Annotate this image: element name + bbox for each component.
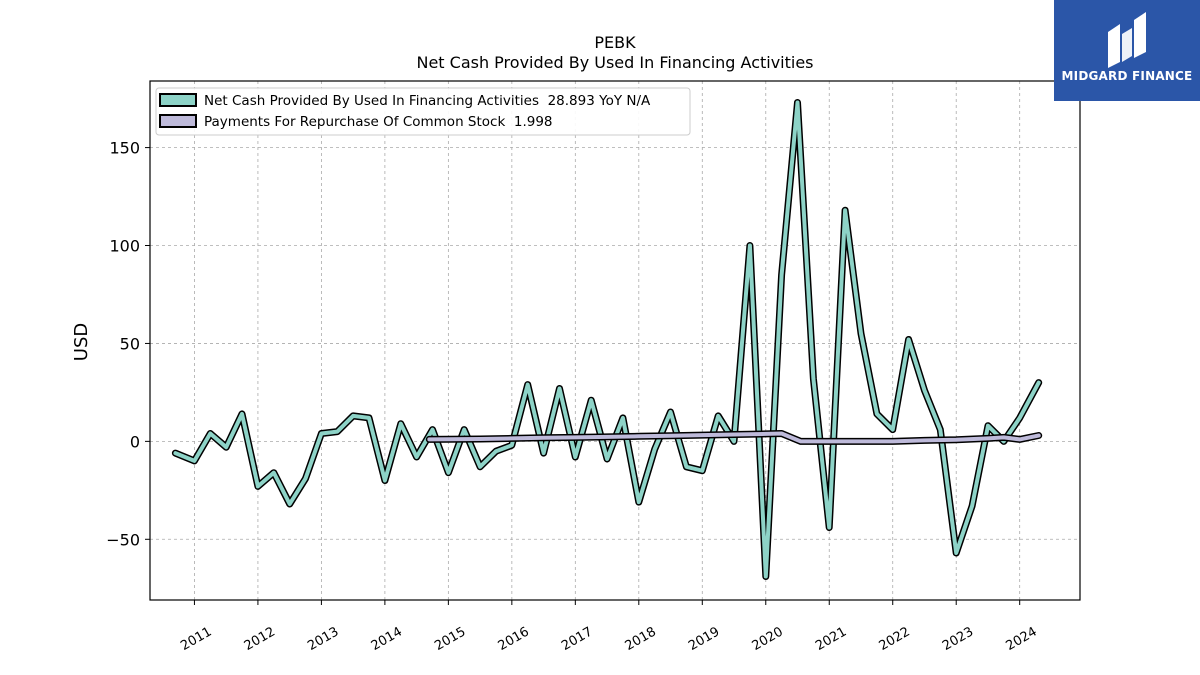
x-tick-label: 2013 bbox=[305, 624, 341, 654]
plot-series bbox=[171, 99, 1043, 580]
x-tick-label: 2012 bbox=[242, 624, 278, 654]
x-tick-label: 2015 bbox=[432, 624, 468, 654]
plot-frame bbox=[149, 80, 1081, 601]
x-tick-label: 2021 bbox=[813, 624, 849, 654]
x-tick-label: 2017 bbox=[559, 624, 595, 654]
y-axis-label: USD bbox=[71, 323, 92, 361]
legend-label-net-cash: Net Cash Provided By Used In Financing A… bbox=[204, 93, 651, 109]
x-tick-label: 2011 bbox=[178, 624, 214, 654]
x-tick-label: 2022 bbox=[877, 624, 913, 654]
y-tick-label: 100 bbox=[109, 237, 140, 256]
x-tick-label: 2018 bbox=[623, 624, 659, 654]
series-line-repurchase bbox=[427, 431, 1041, 444]
midgard-logo-icon bbox=[1108, 12, 1146, 68]
legend: Net Cash Provided By Used In Financing A… bbox=[155, 87, 691, 136]
legend-swatch-repurchase bbox=[159, 114, 197, 128]
x-tick-label: 2020 bbox=[750, 624, 786, 654]
midgard-finance-logo: MIDGARD FINANCE bbox=[1054, 0, 1200, 101]
y-tick-label: 0 bbox=[130, 432, 140, 451]
x-tick-label: 2016 bbox=[496, 624, 532, 654]
legend-swatch-net-cash bbox=[159, 93, 197, 107]
x-tick-label: 2014 bbox=[369, 624, 405, 654]
x-tick-label: 2023 bbox=[940, 624, 976, 654]
logo-wordmark: MIDGARD FINANCE bbox=[1061, 69, 1193, 83]
y-tick-label: 150 bbox=[109, 139, 140, 158]
y-tick-label: −50 bbox=[106, 530, 140, 549]
legend-box bbox=[155, 87, 691, 136]
x-tick-label: 2024 bbox=[1004, 624, 1040, 654]
legend-label-repurchase: Payments For Repurchase Of Common Stock … bbox=[204, 114, 553, 130]
series-line-net-cash bbox=[173, 100, 1041, 579]
chart-title: PEBK bbox=[594, 33, 636, 52]
x-tick-label: 2019 bbox=[686, 624, 722, 654]
y-tick-label: 50 bbox=[120, 334, 140, 353]
chart-subtitle: Net Cash Provided By Used In Financing A… bbox=[416, 53, 813, 72]
gridlines bbox=[150, 81, 1080, 600]
